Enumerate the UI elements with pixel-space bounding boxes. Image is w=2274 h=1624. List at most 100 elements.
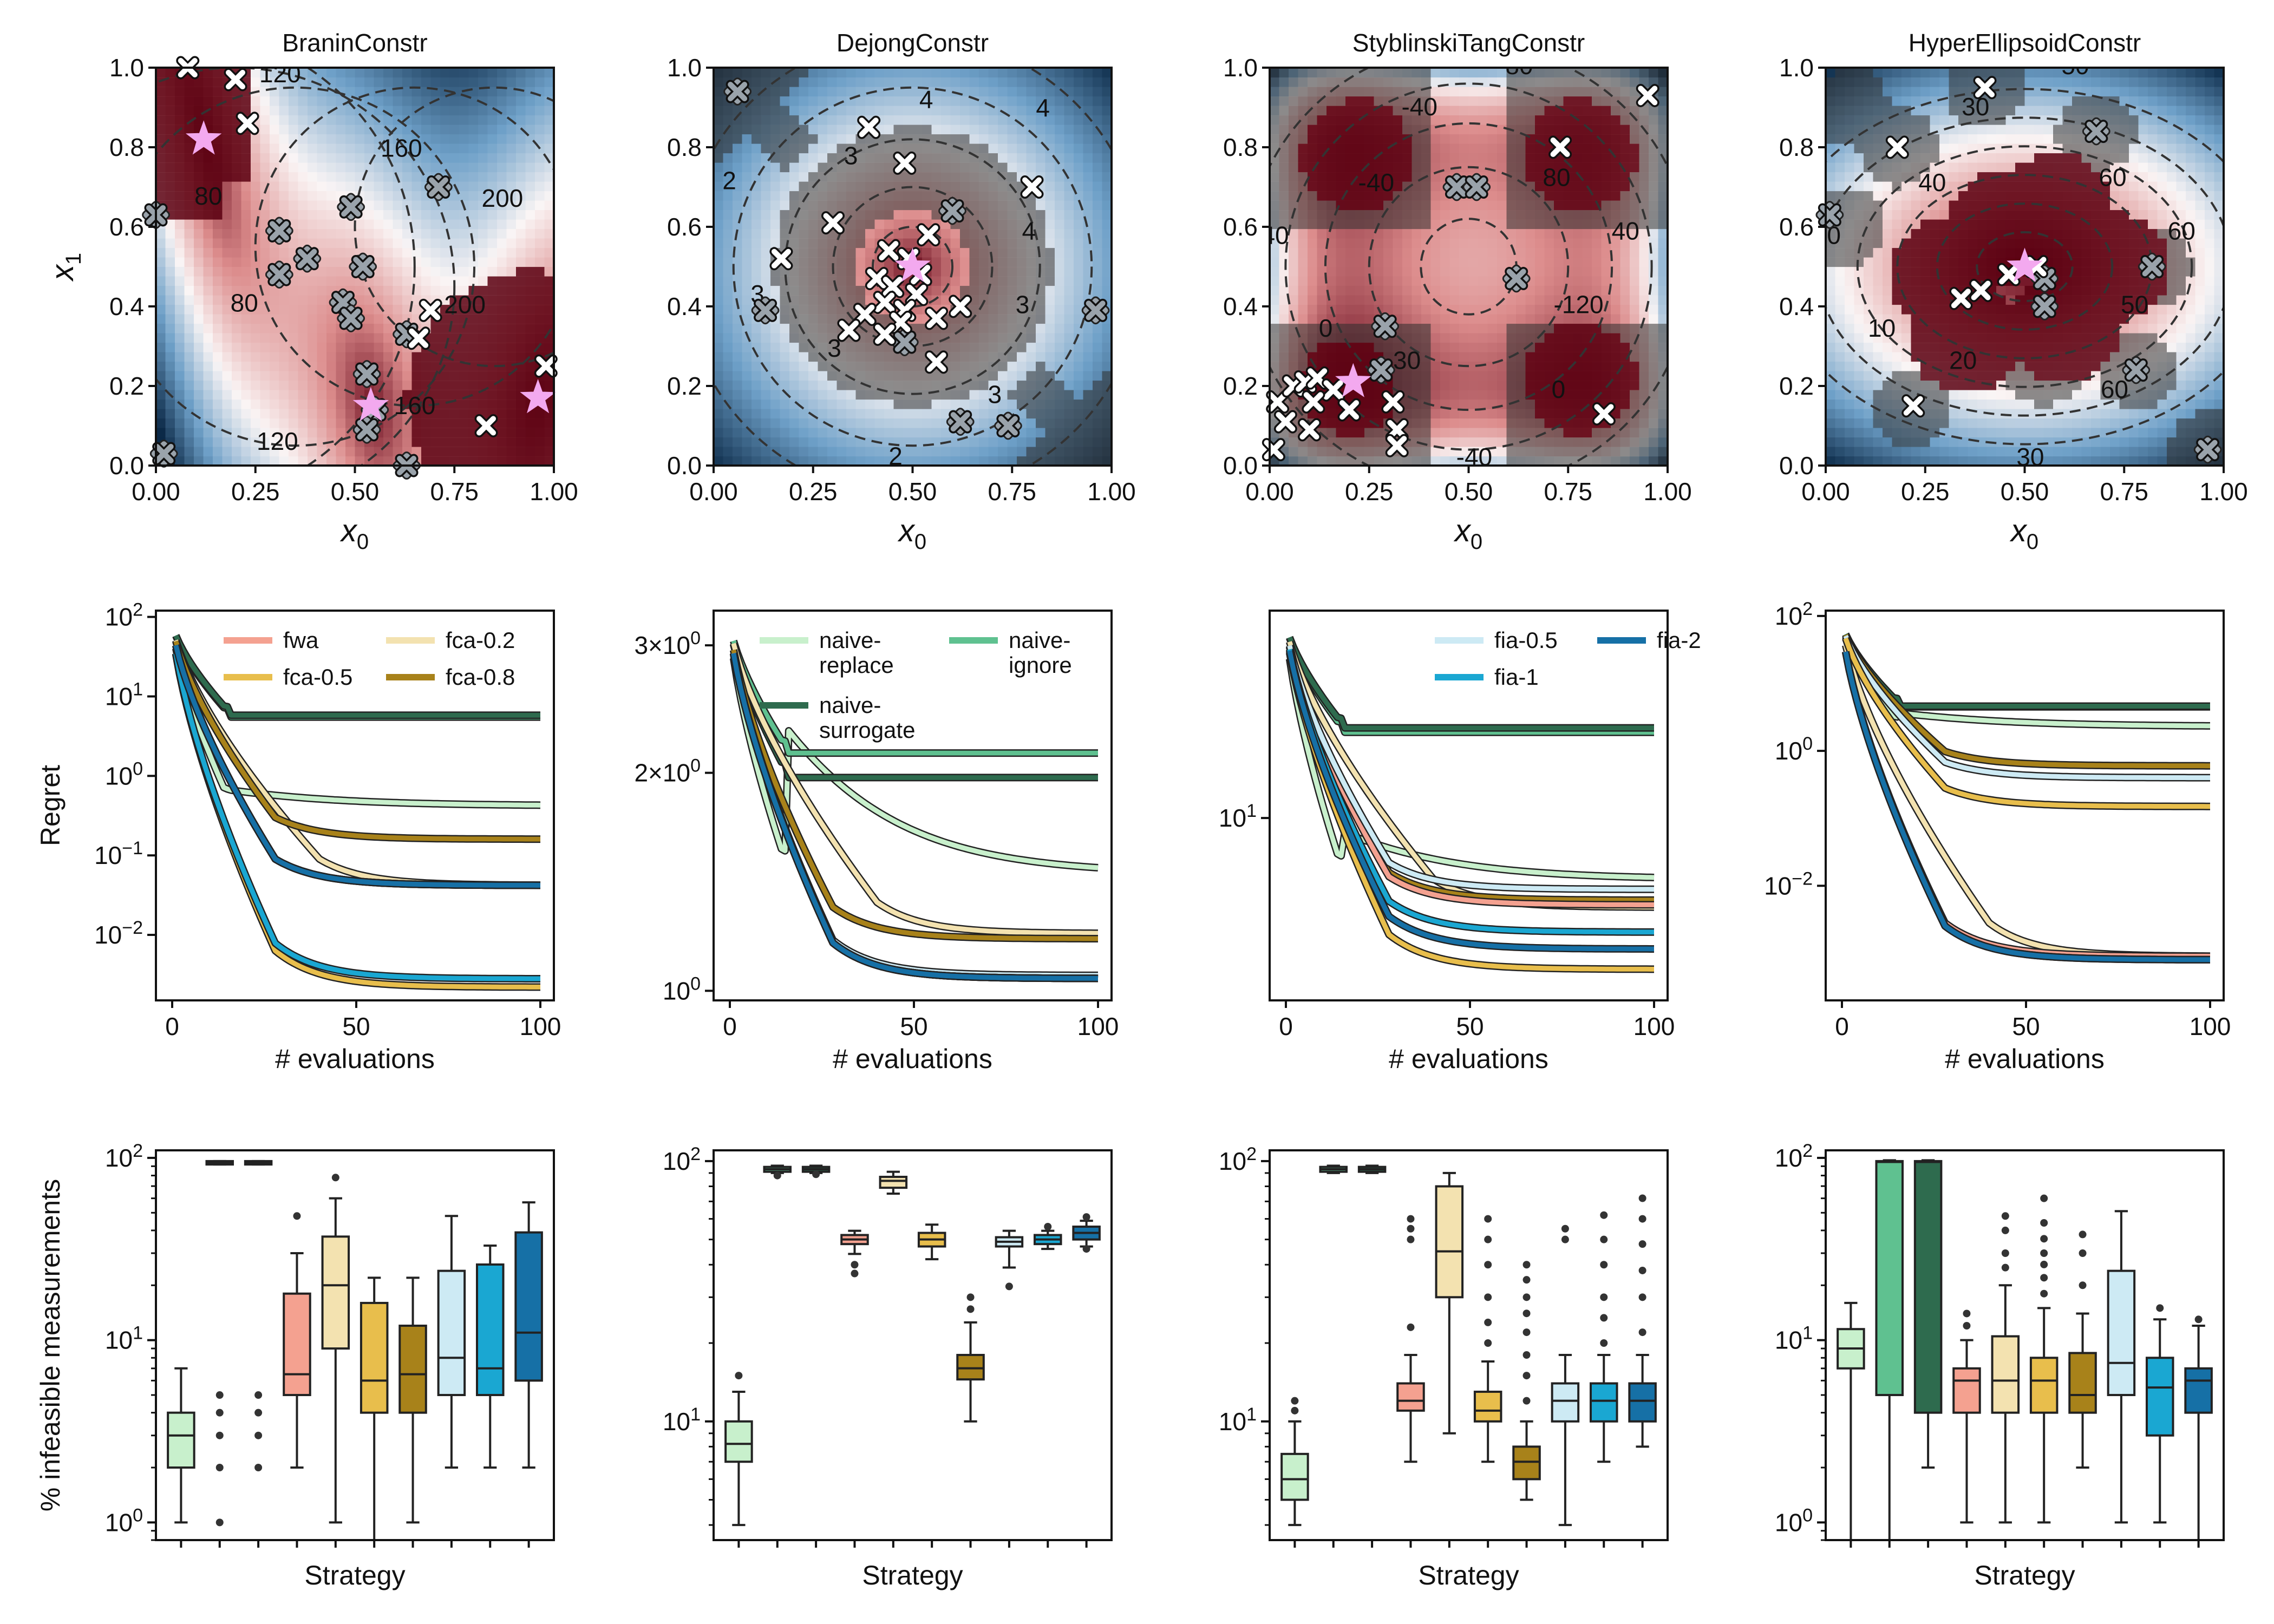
heatmap-cell — [393, 361, 403, 371]
infeasible-region — [818, 200, 828, 211]
heatmap-cell — [393, 181, 403, 192]
heatmap-cell — [912, 115, 923, 125]
heatmap-cell — [1026, 418, 1036, 428]
y-tick-label: 0.6 — [109, 213, 144, 241]
heatmap-cell — [506, 238, 517, 248]
infeasible-region — [827, 352, 838, 362]
heatmap-cell — [1093, 219, 1103, 230]
heatmap-cell — [846, 125, 857, 135]
infeasible-region — [903, 143, 913, 154]
heatmap-cell — [761, 200, 771, 211]
heatmap-cell — [1093, 115, 1103, 125]
heatmap-cell — [374, 323, 384, 333]
infeasible-dark — [468, 456, 479, 466]
infeasible-region — [931, 380, 942, 390]
heatmap-cell — [222, 352, 232, 362]
heatmap-cell — [1007, 456, 1017, 466]
infeasible-region — [998, 266, 1008, 277]
infeasible-sample-icon — [946, 408, 975, 436]
heatmap-cell — [184, 247, 194, 258]
heatmap-cell — [780, 333, 790, 343]
heatmap-cell — [544, 181, 554, 192]
heatmap-cell — [855, 428, 866, 438]
heatmap-cell — [194, 342, 204, 352]
y-axis-label: x1 — [45, 253, 86, 282]
heatmap-cell — [742, 342, 752, 352]
heatmap-cell — [950, 106, 960, 116]
heatmap-cell — [874, 87, 885, 97]
infeasible-dark — [440, 447, 450, 457]
infeasible-sample-icon — [938, 197, 966, 225]
heatmap-cell — [535, 200, 545, 211]
heatmap-cell — [818, 399, 828, 409]
heatmap-cell — [279, 323, 289, 333]
heatmap-cell — [998, 437, 1008, 447]
heatmap-cell — [525, 191, 535, 201]
infeasible-dark — [525, 342, 535, 352]
infeasible-dark — [232, 134, 242, 144]
heatmap-cell — [941, 125, 951, 135]
heatmap-cell — [525, 228, 535, 239]
heatmap-cell — [931, 77, 942, 87]
infeasible-dark — [440, 399, 450, 409]
heatmap-cell — [723, 172, 733, 182]
infeasible-dark — [535, 323, 545, 333]
heatmap-cell — [393, 295, 403, 305]
infeasible-dark — [497, 380, 507, 390]
heatmap-cell — [487, 181, 498, 192]
infeasible-sample-icon — [352, 360, 381, 388]
heatmap-cell — [279, 342, 289, 352]
heatmap-cell — [232, 276, 242, 286]
heatmap-cell — [723, 162, 733, 173]
heatmap-cell — [780, 342, 790, 352]
heatmap-cell — [270, 285, 280, 296]
infeasible-region — [884, 181, 894, 192]
heatmap-cell — [865, 77, 875, 87]
heatmap-cell — [874, 409, 885, 419]
infeasible-region — [808, 352, 819, 362]
heatmap-cell — [279, 77, 289, 87]
heatmap-cell — [317, 209, 327, 220]
heatmap-cell — [440, 68, 450, 78]
infeasible-dark — [487, 276, 498, 286]
heatmap-cell — [317, 143, 327, 154]
heatmap-cell — [752, 447, 762, 457]
heatmap-cell — [421, 276, 432, 286]
heatmap-cell — [213, 371, 223, 381]
heatmap-cell — [336, 181, 346, 192]
heatmap-cell — [251, 191, 261, 201]
heatmap-cell — [336, 219, 346, 230]
heatmap-cell — [752, 143, 762, 154]
heatmap-cell — [1102, 181, 1112, 192]
heatmap-cell — [922, 456, 932, 466]
heatmap-cell — [761, 390, 771, 400]
heatmap-cell — [383, 257, 394, 267]
infeasible-region — [979, 143, 989, 154]
infeasible-dark — [459, 295, 469, 305]
heatmap-cell — [402, 68, 413, 78]
heatmap-cell — [440, 96, 450, 106]
heatmap-cell — [364, 172, 375, 182]
heatmap-cell — [203, 228, 213, 239]
heatmap-cell — [194, 276, 204, 286]
infeasible-region — [846, 162, 857, 173]
heatmap-cell — [742, 314, 752, 324]
infeasible-region — [1026, 333, 1036, 343]
infeasible-region — [827, 333, 838, 343]
heatmap-cell — [213, 390, 223, 400]
heatmap-cell — [175, 380, 185, 390]
heatmap-cell — [1045, 209, 1055, 220]
heatmap-cell — [421, 257, 432, 267]
heatmap-cell — [723, 380, 733, 390]
sample-marker — [269, 265, 289, 285]
heatmap-cell — [374, 314, 384, 324]
infeasible-dark — [535, 304, 545, 315]
infeasible-region — [960, 143, 970, 154]
heatmap-cell — [270, 181, 280, 192]
infeasible-region — [799, 181, 809, 192]
infeasible-region — [874, 314, 885, 324]
infeasible-dark — [156, 181, 166, 192]
infeasible-dark — [232, 172, 242, 182]
heatmap-cell — [326, 352, 337, 362]
heatmap-cell — [969, 428, 979, 438]
